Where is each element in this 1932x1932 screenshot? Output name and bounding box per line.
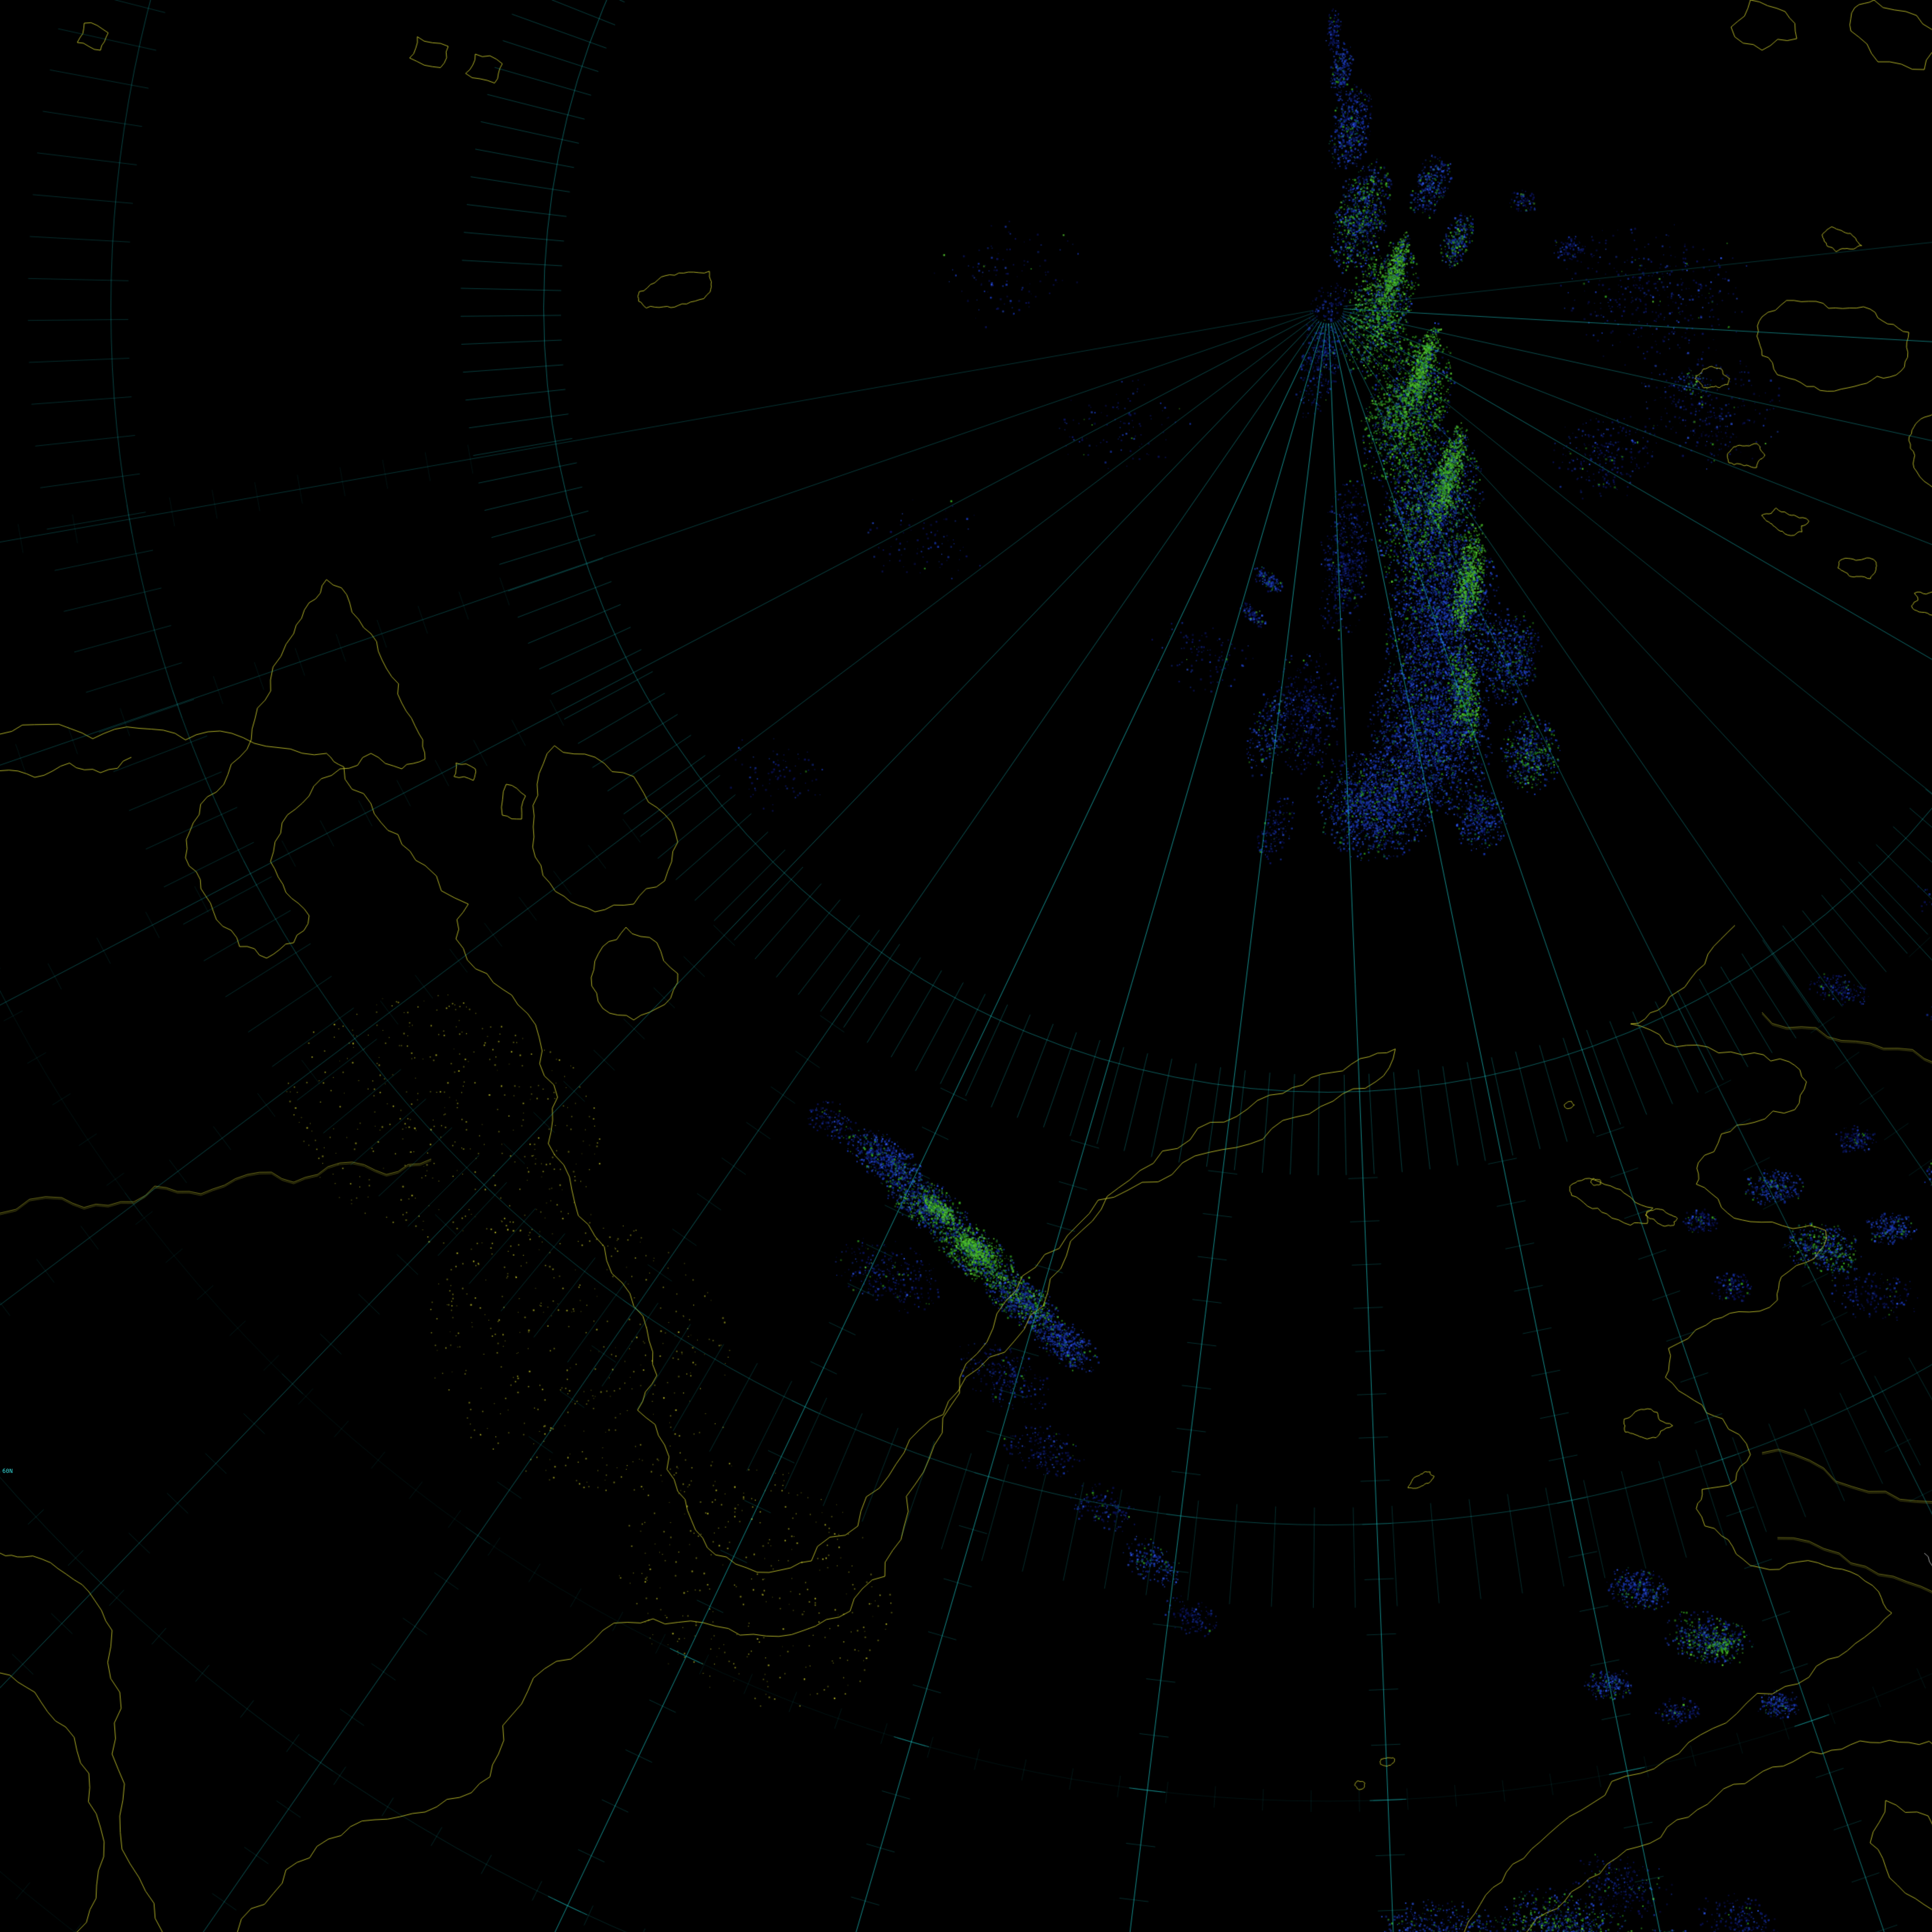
graticule-label: 60N: [2, 1468, 13, 1475]
